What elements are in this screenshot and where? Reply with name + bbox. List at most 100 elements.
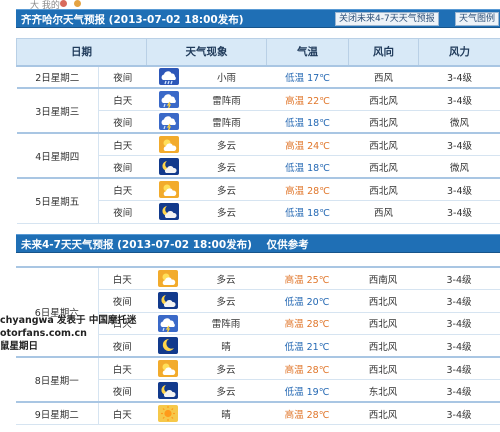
period-cell: 白天 <box>98 312 146 335</box>
weather-icon-cell <box>146 334 186 358</box>
weather-text-cell: 多云 <box>186 379 266 403</box>
weather-legend-button[interactable]: 天气图例 <box>455 12 500 26</box>
extended-forecast-title-text: 未来4-7天天气预报 (2013-07-02 18:00发布) <box>21 239 252 251</box>
weather-text-cell: 雷阵雨 <box>186 312 266 335</box>
weather-icon-cell <box>146 266 186 290</box>
temperature-cell: 低温 21℃ <box>266 334 348 358</box>
temperature-cell: 低温 19℃ <box>266 379 348 403</box>
weather-icon-cell <box>146 110 187 134</box>
table-row: 4日星期四 白天 多云 高温 24℃ 西北风 3-4级 <box>16 132 500 179</box>
period-cell: 夜间 <box>98 289 146 313</box>
weather-text-cell: 多云 <box>186 289 266 313</box>
table-row: 5日星期五 白天 多云 高温 28℃ 西北风 3-4级 <box>16 177 500 224</box>
weather-icon-cell <box>146 87 187 111</box>
thunderstorm-icon <box>158 314 178 332</box>
extended-forecast-table: 6日星期六 白天 多云 高温 25℃ 西南风 3-4级 夜间 多云 低温 20℃ 西北风 3-4级白… <box>16 266 500 425</box>
weather-text-cell: 多云 <box>186 266 266 290</box>
temperature-cell: 高温 28℃ <box>266 177 349 201</box>
temperature-value: 21℃ <box>306 341 330 353</box>
header-weather: 天气现象 <box>146 38 267 66</box>
wind-direction-cell: 西风 <box>348 200 419 224</box>
temperature-value: 28℃ <box>306 364 330 376</box>
forecast-table: 日期 天气现象 气温 风向 风力 2日星期二 夜间 小雨 低温 17℃ 西风 3-4级 3日… <box>16 38 500 224</box>
weather-text-cell: 多云 <box>186 356 266 380</box>
wind-direction-cell: 西北风 <box>348 132 419 156</box>
weather-icon-cell <box>146 289 186 313</box>
partly-cloudy-icon <box>158 136 179 153</box>
cloudy-night-icon <box>158 292 178 310</box>
table-row: 2日星期二 夜间 小雨 低温 17℃ 西风 3-4级 <box>16 64 500 89</box>
temperature-value: 20℃ <box>306 296 330 308</box>
weather-text-cell: 多云 <box>186 200 267 224</box>
wind-force-cell: 3-4级 <box>418 334 500 358</box>
weather-text-cell: 多云 <box>186 155 267 179</box>
weather-text-cell: 晴 <box>186 334 266 358</box>
period-cell: 夜间 <box>98 110 147 134</box>
temperature-label: 高温 <box>284 274 304 286</box>
temperature-cell: 低温 17℃ <box>266 64 349 89</box>
table-row: 9日星期二 白天晴高温 28℃ 西北风 3-4级 <box>16 401 500 425</box>
temperature-label: 低温 <box>285 162 305 174</box>
temperature-label: 低温 <box>285 207 305 219</box>
weather-icon-cell <box>146 177 187 201</box>
date-cell: 4日星期四 <box>16 132 99 179</box>
table-row: 夜间 雷阵雨 低温 18℃ 西北风 微风 <box>17 110 500 134</box>
weather-text-cell: 雷阵雨 <box>186 110 267 134</box>
watermark: chyangwa 发表于 中国摩托迷 otorfans.com.cn 鼠星期日 <box>0 314 160 353</box>
temperature-label: 高温 <box>284 319 304 331</box>
date-cell: 9日星期二 <box>16 401 99 425</box>
wind-force-cell: 3-4级 <box>418 356 500 380</box>
header-wind-force: 风力 <box>418 38 500 66</box>
partly-cloudy-icon <box>158 270 178 287</box>
top-strip: 大 我的 <box>0 0 500 11</box>
sunny-icon <box>158 405 178 422</box>
close-extended-forecast-button[interactable]: 关闭未来4-7天天气预报 <box>335 12 439 26</box>
temperature-label: 高温 <box>285 185 305 197</box>
weather-icon-cell <box>146 312 186 335</box>
period-cell: 白天 <box>98 266 146 290</box>
temperature-value: 18℃ <box>307 162 330 174</box>
period-cell: 白天 <box>98 401 146 425</box>
clear-night-icon <box>158 337 178 354</box>
temperature-cell: 低温 18℃ <box>266 155 349 179</box>
wind-force-cell: 3-4级 <box>418 312 500 335</box>
temperature-value: 22℃ <box>307 95 330 107</box>
watermark-line: chyangwa 发表于 中国摩托迷 <box>0 315 137 326</box>
wind-force-cell: 3-4级 <box>418 87 500 111</box>
wind-direction-cell: 西北风 <box>348 87 419 111</box>
cloudy-night-icon <box>158 382 178 399</box>
extended-forecast-title: 未来4-7天天气预报 (2013-07-02 18:00发布) 仅供参考 <box>21 237 309 252</box>
table-row: 3日星期三 白天雷阵雨 高温 22℃ 西北风 3-4级 <box>16 87 500 134</box>
period-cell: 白天 <box>98 87 147 111</box>
period-cell: 白天 <box>98 132 147 156</box>
rain-icon <box>158 68 179 86</box>
date-cell: 3日星期三 <box>16 87 99 134</box>
wind-direction-cell: 西风 <box>348 64 419 89</box>
partly-cloudy-icon <box>158 360 178 377</box>
weather-icon-cell <box>146 401 186 425</box>
wind-direction-cell: 西北风 <box>348 177 419 201</box>
temperature-label: 高温 <box>285 95 305 107</box>
wind-force-cell: 3-4级 <box>418 289 500 313</box>
wind-force-cell: 3-4级 <box>418 401 500 425</box>
weather-icon-cell <box>146 356 186 380</box>
table-row: 夜间 多云 低温 18℃ 西风 3-4级 <box>17 200 500 224</box>
temperature-cell: 高温 24℃ <box>266 132 349 156</box>
temperature-cell: 低温 18℃ <box>266 200 349 224</box>
date-cell: 5日星期五 <box>16 177 99 224</box>
extended-forecast-title-bar: 未来4-7天天气预报 (2013-07-02 18:00发布) 仅供参考 <box>16 234 500 253</box>
thunderstorm-icon <box>158 91 179 108</box>
header-date: 日期 <box>16 38 147 66</box>
wind-direction-cell: 东北风 <box>348 379 418 403</box>
wind-direction-cell: 西北风 <box>348 334 418 358</box>
watermark-line: 鼠星期日 <box>0 341 39 352</box>
temperature-label: 低温 <box>284 386 304 398</box>
wind-force-cell: 3-4级 <box>418 266 500 290</box>
wind-force-cell: 3-4级 <box>418 64 500 89</box>
temperature-label: 低温 <box>284 341 304 353</box>
weather-text-cell: 多云 <box>186 177 267 201</box>
temperature-cell: 高温 28℃ <box>266 312 348 335</box>
weather-icon-cell <box>146 379 186 403</box>
wind-direction-cell: 西南风 <box>348 266 418 290</box>
weather-icon-cell <box>146 132 187 156</box>
